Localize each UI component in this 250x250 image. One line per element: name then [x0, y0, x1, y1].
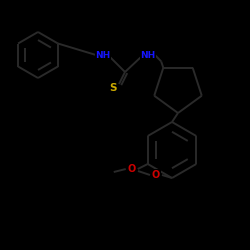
Text: S: S — [109, 83, 117, 93]
Text: NH: NH — [96, 50, 110, 59]
Text: O: O — [152, 170, 160, 180]
Text: O: O — [128, 164, 136, 174]
Text: NH: NH — [140, 50, 156, 59]
